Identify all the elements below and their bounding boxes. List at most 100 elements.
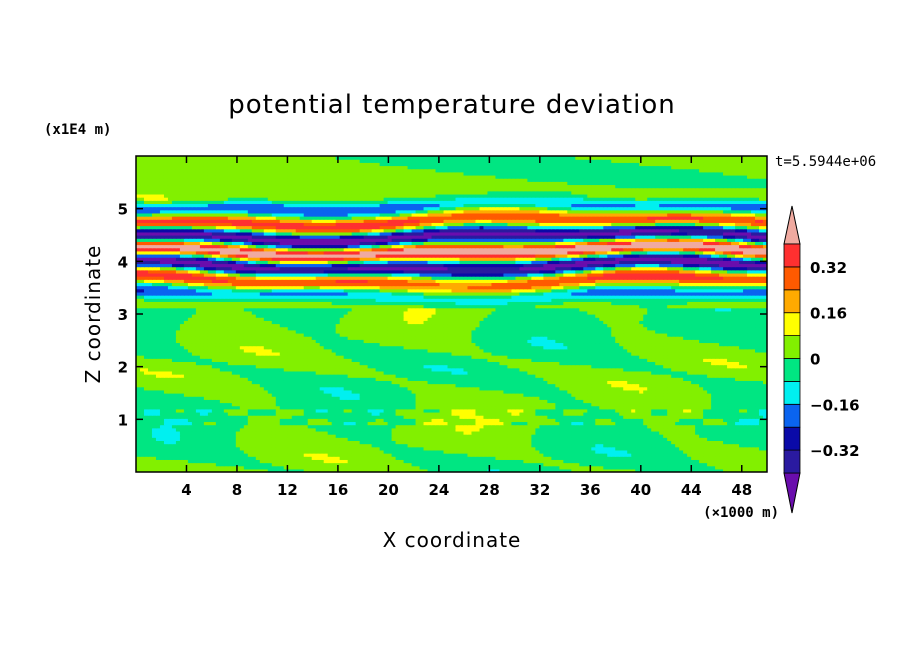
contour-cell [463, 449, 469, 454]
contour-cell [759, 468, 764, 472]
contour-cell [515, 443, 520, 448]
contour-cell [383, 465, 389, 470]
contour-cell [759, 459, 764, 464]
contour-cell [499, 456, 505, 460]
contour-cell [187, 456, 193, 460]
contour-cell [231, 440, 237, 445]
contour-cell [275, 446, 281, 451]
contour-cell [179, 456, 185, 460]
contour-cell [139, 440, 145, 445]
contour-cell [515, 440, 520, 445]
contour-cell [363, 453, 369, 457]
contour-cell [235, 449, 241, 454]
contour-cell [323, 446, 329, 451]
contour-cell [211, 443, 217, 448]
contour-cell [207, 453, 213, 457]
contour-cell [235, 437, 241, 441]
contour-cell [731, 453, 736, 457]
contour-cell [307, 459, 313, 464]
contour-cell [631, 453, 636, 457]
contour-cell [443, 459, 449, 464]
contour-cell [679, 468, 684, 472]
contour-cell [139, 446, 145, 451]
contour-cell [683, 465, 688, 470]
contour-cell [527, 449, 532, 454]
contour-cell [359, 456, 365, 460]
contour-cell [351, 456, 357, 460]
contour-cell [527, 453, 532, 457]
contour-cell [487, 459, 493, 464]
contour-cell [335, 443, 341, 448]
contour-cell [731, 456, 736, 460]
contour-cell [363, 465, 369, 470]
contour-cell [483, 443, 489, 448]
contour-cell [495, 456, 501, 460]
contour-cell [743, 468, 748, 472]
contour-cell [615, 453, 620, 457]
contour-cell [387, 456, 393, 460]
contour-cell [419, 468, 425, 472]
contour-cell [203, 456, 209, 460]
contour-cell [315, 437, 321, 441]
contour-cell [735, 446, 740, 451]
contour-cell [179, 437, 185, 441]
contour-cell [159, 468, 165, 472]
contour-cell [147, 459, 153, 464]
contour-cell [539, 443, 544, 448]
contour-cell [255, 446, 261, 451]
contour-cell [479, 462, 485, 467]
contour-cell [307, 465, 313, 470]
contour-cell [287, 446, 293, 451]
contour-cell [639, 446, 644, 451]
contour-cell [579, 456, 584, 460]
contour-cell [167, 465, 173, 470]
contour-cell [139, 453, 145, 457]
contour-cell [279, 462, 285, 467]
contour-cell [187, 468, 193, 472]
contour-cell [159, 465, 165, 470]
contour-cell [447, 449, 453, 454]
contour-cell [475, 449, 481, 454]
contour-cell [403, 449, 409, 454]
contour-cell [671, 453, 676, 457]
contour-cell [263, 443, 269, 448]
contour-cell [635, 453, 640, 457]
contour-cell [303, 462, 309, 467]
contour-cell [567, 449, 572, 454]
contour-cell [659, 440, 664, 445]
contour-cell [663, 443, 668, 448]
contour-cell [579, 453, 584, 457]
contour-cell [467, 459, 473, 464]
contour-cell [707, 462, 712, 467]
contour-cell [531, 462, 536, 467]
contour-cell [463, 465, 469, 470]
contour-cell [667, 440, 672, 445]
contour-cell [423, 443, 429, 448]
contour-cell [607, 449, 612, 454]
contour-cell [471, 443, 477, 448]
contour-cell [163, 446, 169, 451]
contour-cell [151, 443, 157, 448]
contour-cell [467, 443, 473, 448]
contour-cell [403, 462, 409, 467]
contour-cell [671, 456, 676, 460]
contour-cell [495, 468, 501, 472]
contour-cell [375, 462, 381, 467]
contour-cell [371, 446, 377, 451]
contour-cell [727, 440, 732, 445]
contour-cell [403, 459, 409, 464]
contour-cell [707, 446, 712, 451]
contour-cell [399, 449, 405, 454]
contour-cell [427, 456, 433, 460]
contour-cell [735, 443, 740, 448]
contour-cell [443, 462, 449, 467]
contour-cell [231, 449, 237, 454]
contour-cell [235, 465, 241, 470]
contour-cell [583, 459, 588, 464]
contour-cell [251, 465, 257, 470]
contour-cell [499, 440, 505, 445]
contour-cell [659, 465, 664, 470]
contour-cell [391, 449, 397, 454]
contour-cell [267, 440, 273, 445]
contour-cell [743, 459, 748, 464]
